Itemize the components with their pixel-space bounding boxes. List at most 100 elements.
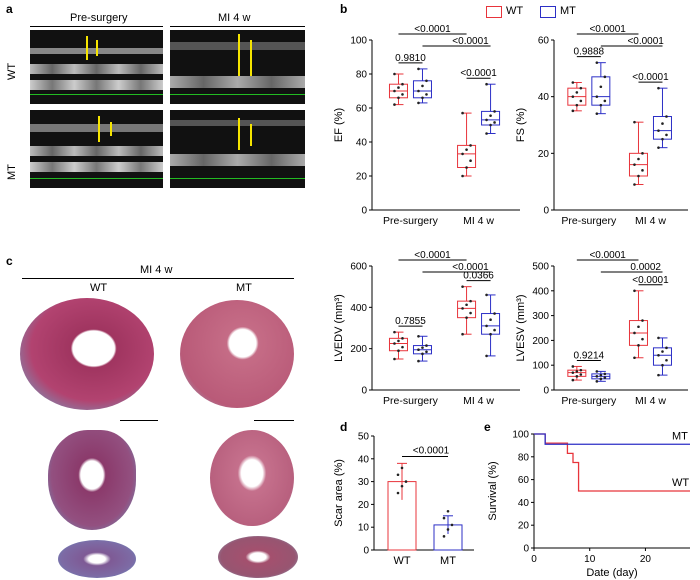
ef-point	[425, 79, 428, 83]
fs-box	[652, 116, 672, 140]
lvedv-box	[481, 313, 501, 335]
scar-point	[442, 535, 446, 538]
scar-ytick-label: 0	[363, 546, 369, 557]
lvesv-point	[665, 358, 668, 362]
lvesv-xtick-label: MI 4 w	[635, 395, 666, 407]
hist-title-line	[22, 278, 294, 279]
fs-point	[595, 95, 599, 98]
lvesv-point	[603, 372, 607, 376]
chart-scar: 0 10 20 30 40 50 Scar area (%) WT MT <0.0001	[333, 432, 474, 567]
fs-point	[637, 174, 640, 178]
echo-image-wt-mi	[170, 30, 305, 104]
fs-ylabel: FS (%)	[515, 108, 527, 142]
lvesv-point	[575, 375, 579, 378]
ef-point	[485, 82, 488, 86]
fs-point	[595, 112, 599, 115]
fs-point	[595, 61, 599, 64]
fs-point	[641, 169, 644, 172]
ef-pvalue: <0.0001	[452, 36, 489, 47]
lvesv-ytick-label: 0	[543, 386, 549, 397]
fs-point	[633, 120, 636, 124]
hist-col-label-wt: WT	[90, 282, 108, 294]
ef-point	[397, 86, 400, 89]
scale-bar-mt	[254, 420, 294, 421]
surv-ytick-label: 40	[518, 498, 530, 509]
ef-point	[461, 111, 464, 115]
lvesv-point	[641, 319, 644, 322]
scar-xtick-label: MT	[440, 555, 456, 567]
lvedv-point	[397, 349, 400, 353]
ef-point	[485, 132, 488, 135]
echo-image-mt-mi	[170, 110, 305, 188]
ef-point	[469, 159, 472, 162]
surv-xtick-label: 10	[584, 554, 596, 565]
surv-ytick-label: 20	[518, 521, 530, 532]
fs-point	[637, 157, 640, 161]
lvedv-xtick-label: MI 4 w	[463, 395, 494, 407]
lvedv-point	[393, 357, 396, 361]
lvesv-point	[575, 370, 579, 373]
surv-series-label: MT	[672, 430, 688, 442]
lvesv-point	[571, 378, 575, 382]
echo-col-label-mi: MI 4 w	[218, 12, 251, 24]
lvedv-ytick-label: 600	[350, 262, 367, 273]
legend-mt-swatch	[540, 6, 556, 18]
heart-section-mt-1	[180, 300, 294, 408]
lvesv-point	[665, 346, 668, 350]
surv-line-wt	[534, 433, 690, 492]
lvesv-point	[571, 365, 575, 368]
ef-ytick-label: 80	[356, 70, 368, 81]
lvedv-point	[417, 334, 420, 338]
ef-point	[417, 101, 420, 105]
scar-point	[450, 523, 454, 527]
scar-point	[404, 480, 408, 483]
lvesv-point	[599, 373, 603, 377]
lvedv-point	[485, 324, 488, 328]
lvesv-point	[595, 380, 599, 383]
scar-point	[400, 484, 404, 488]
lvesv-point	[571, 371, 575, 374]
lvesv-pvalue: 0.9214	[574, 350, 605, 361]
surv-ytick-label: 60	[518, 475, 530, 486]
scar-ytick-label: 10	[358, 523, 370, 534]
echo-col-label-pre: Pre-surgery	[70, 12, 128, 24]
ef-point	[401, 82, 404, 86]
fs-point	[661, 122, 664, 125]
heart-section-wt-2	[48, 430, 136, 530]
legend-mt-label: MT	[560, 5, 576, 17]
lvesv-point	[579, 373, 583, 376]
lvedv-ytick-label: 0	[361, 386, 367, 397]
fs-pvalue: <0.0001	[627, 36, 664, 47]
ef-pvalue: 0.9810	[395, 53, 426, 64]
ef-point	[393, 103, 396, 106]
scar-xtick-label: WT	[393, 555, 410, 567]
lvedv-point	[393, 330, 396, 334]
fs-point	[603, 99, 607, 103]
lvesv-point	[637, 344, 640, 347]
lvesv-xtick-label: Pre-surgery	[561, 395, 617, 407]
fs-ytick-label: 20	[538, 149, 550, 160]
lvesv-point	[633, 356, 636, 360]
heart-section-wt-3	[58, 540, 136, 578]
lvesv-ylabel: LVESV (mm³)	[515, 294, 527, 361]
lvedv-point	[465, 303, 468, 307]
panel-label-b: b	[340, 2, 348, 16]
fs-point	[575, 91, 579, 94]
lvedv-point	[393, 342, 396, 345]
fs-point	[665, 115, 668, 118]
scar-ytick-label: 20	[358, 500, 370, 511]
lvedv-pvalue: <0.0001	[452, 262, 489, 273]
hist-title: MI 4 w	[140, 264, 173, 276]
ef-xtick-label: MI 4 w	[463, 215, 494, 227]
fs-ytick-label: 0	[543, 206, 549, 217]
lvesv-point	[595, 375, 599, 378]
surv-series-label: WT	[672, 477, 689, 489]
heart-section-wt-1	[20, 298, 154, 410]
ef-ylabel: EF (%)	[333, 108, 345, 142]
echo-row-label-wt: WT	[6, 62, 18, 80]
fs-point	[665, 133, 668, 137]
scar-ytick-label: 40	[358, 454, 370, 465]
fs-point	[579, 99, 583, 103]
lvedv-point	[401, 337, 404, 340]
ef-point	[421, 96, 424, 100]
